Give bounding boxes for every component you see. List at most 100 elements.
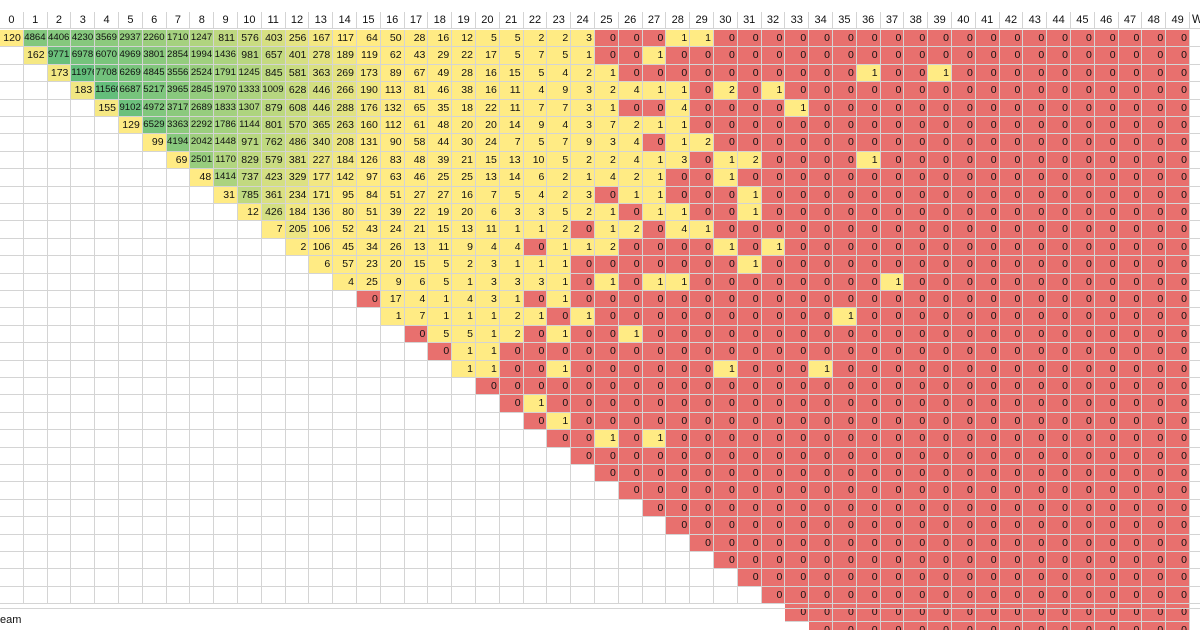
column-header[interactable]: 21 bbox=[499, 12, 524, 30]
empty-cell[interactable] bbox=[285, 395, 310, 413]
data-cell[interactable]: 4864 bbox=[23, 30, 48, 48]
empty-cell[interactable] bbox=[618, 586, 643, 605]
data-cell[interactable]: 0 bbox=[1142, 117, 1167, 135]
empty-cell[interactable] bbox=[119, 151, 143, 170]
data-cell[interactable]: 5 bbox=[428, 256, 453, 274]
data-cell[interactable]: 43 bbox=[404, 47, 429, 65]
data-cell[interactable]: 0 bbox=[904, 238, 929, 257]
empty-cell[interactable] bbox=[380, 447, 405, 465]
empty-cell[interactable] bbox=[309, 412, 334, 431]
data-cell[interactable]: 0 bbox=[642, 30, 667, 48]
data-cell[interactable]: 0 bbox=[833, 430, 857, 448]
empty-cell[interactable] bbox=[71, 430, 96, 448]
data-cell[interactable]: 0 bbox=[690, 430, 714, 448]
empty-cell[interactable] bbox=[214, 569, 238, 587]
empty-cell[interactable] bbox=[95, 412, 119, 431]
empty-cell[interactable] bbox=[285, 586, 310, 605]
empty-row[interactable]: eam bbox=[0, 608, 1200, 631]
data-cell[interactable]: 0 bbox=[571, 221, 595, 239]
empty-cell[interactable] bbox=[380, 412, 405, 431]
empty-cell[interactable] bbox=[238, 465, 262, 483]
data-cell[interactable]: 0 bbox=[1094, 47, 1119, 65]
empty-cell[interactable] bbox=[214, 256, 238, 274]
empty-cell[interactable] bbox=[166, 517, 191, 535]
data-cell[interactable]: 0 bbox=[1094, 82, 1119, 100]
data-cell[interactable]: 1 bbox=[476, 360, 500, 378]
empty-cell[interactable] bbox=[142, 360, 167, 378]
data-cell[interactable]: 0 bbox=[833, 360, 857, 378]
empty-cell[interactable] bbox=[357, 499, 381, 518]
empty-cell[interactable] bbox=[142, 430, 167, 448]
empty-cell[interactable] bbox=[547, 534, 572, 552]
data-cell[interactable]: 0 bbox=[833, 169, 857, 187]
empty-cell[interactable] bbox=[238, 256, 262, 274]
data-cell[interactable]: 879 bbox=[261, 99, 286, 117]
data-cell[interactable]: 1 bbox=[476, 325, 500, 344]
data-cell[interactable]: 0 bbox=[975, 186, 1000, 204]
data-cell[interactable]: 7 bbox=[499, 134, 524, 152]
data-cell[interactable]: 0 bbox=[928, 517, 952, 535]
data-cell[interactable]: 0 bbox=[714, 412, 738, 431]
data-cell[interactable]: 0 bbox=[1047, 82, 1071, 100]
empty-cell[interactable] bbox=[95, 430, 119, 448]
empty-cell[interactable] bbox=[238, 586, 262, 605]
empty-cell[interactable] bbox=[71, 482, 96, 500]
data-cell[interactable]: 0 bbox=[928, 447, 952, 465]
empty-cell[interactable] bbox=[119, 552, 143, 570]
data-cell[interactable]: 0 bbox=[595, 447, 619, 465]
data-cell[interactable]: 0 bbox=[1118, 447, 1143, 465]
data-cell[interactable]: 0 bbox=[642, 343, 667, 361]
data-cell[interactable]: 0 bbox=[809, 47, 833, 65]
data-cell[interactable]: 17 bbox=[380, 291, 405, 309]
empty-cell[interactable] bbox=[119, 134, 143, 152]
data-cell[interactable]: 0 bbox=[833, 273, 857, 291]
empty-cell[interactable] bbox=[166, 395, 191, 413]
data-cell[interactable]: 0 bbox=[952, 30, 976, 48]
empty-cell[interactable] bbox=[166, 499, 191, 518]
empty-cell[interactable] bbox=[214, 465, 238, 483]
data-cell[interactable]: 0 bbox=[1118, 99, 1143, 117]
empty-cell[interactable] bbox=[47, 186, 72, 204]
data-cell[interactable]: 0 bbox=[809, 256, 833, 274]
data-cell[interactable]: 2 bbox=[690, 134, 714, 152]
data-cell[interactable]: 263 bbox=[333, 117, 357, 135]
empty-cell[interactable] bbox=[285, 291, 310, 309]
data-cell[interactable]: 2 bbox=[452, 256, 476, 274]
data-cell[interactable]: 0 bbox=[595, 412, 619, 431]
empty-cell[interactable] bbox=[95, 552, 119, 570]
data-cell[interactable]: 0 bbox=[904, 552, 929, 570]
data-cell[interactable]: 2 bbox=[618, 169, 643, 187]
data-cell[interactable]: 0 bbox=[833, 64, 857, 83]
data-cell[interactable]: 0 bbox=[1047, 64, 1071, 83]
empty-cell[interactable] bbox=[214, 482, 238, 500]
empty-cell[interactable] bbox=[1190, 343, 1200, 361]
data-cell[interactable]: 0 bbox=[761, 412, 786, 431]
data-cell[interactable]: 0 bbox=[975, 256, 1000, 274]
data-cell[interactable]: 27 bbox=[404, 186, 429, 204]
data-cell[interactable]: 0 bbox=[904, 586, 929, 605]
empty-cell[interactable] bbox=[142, 256, 167, 274]
data-cell[interactable]: 3569 bbox=[95, 30, 119, 48]
empty-cell[interactable] bbox=[190, 569, 215, 587]
empty-cell[interactable] bbox=[0, 586, 24, 605]
data-cell[interactable]: 0 bbox=[666, 256, 691, 274]
data-cell[interactable]: 4845 bbox=[142, 64, 167, 83]
data-cell[interactable]: 1 bbox=[428, 291, 453, 309]
data-cell[interactable]: 0 bbox=[761, 430, 786, 448]
empty-cell[interactable] bbox=[214, 360, 238, 378]
data-cell[interactable]: 0 bbox=[785, 204, 810, 222]
data-cell[interactable]: 0 bbox=[952, 552, 976, 570]
column-header[interactable]: 42 bbox=[999, 12, 1024, 30]
empty-cell[interactable] bbox=[47, 273, 72, 291]
data-cell[interactable]: 0 bbox=[1166, 30, 1190, 48]
empty-cell[interactable] bbox=[23, 256, 48, 274]
data-cell[interactable]: 0 bbox=[880, 447, 905, 465]
data-cell[interactable]: 1 bbox=[523, 308, 548, 326]
data-cell[interactable]: 4 bbox=[618, 134, 643, 152]
data-cell[interactable]: 0 bbox=[690, 447, 714, 465]
data-cell[interactable]: 0 bbox=[571, 378, 595, 396]
data-cell[interactable]: 0 bbox=[1071, 569, 1095, 587]
data-cell[interactable]: 0 bbox=[809, 412, 833, 431]
data-cell[interactable]: 0 bbox=[1094, 204, 1119, 222]
data-cell[interactable]: 1 bbox=[666, 30, 691, 48]
